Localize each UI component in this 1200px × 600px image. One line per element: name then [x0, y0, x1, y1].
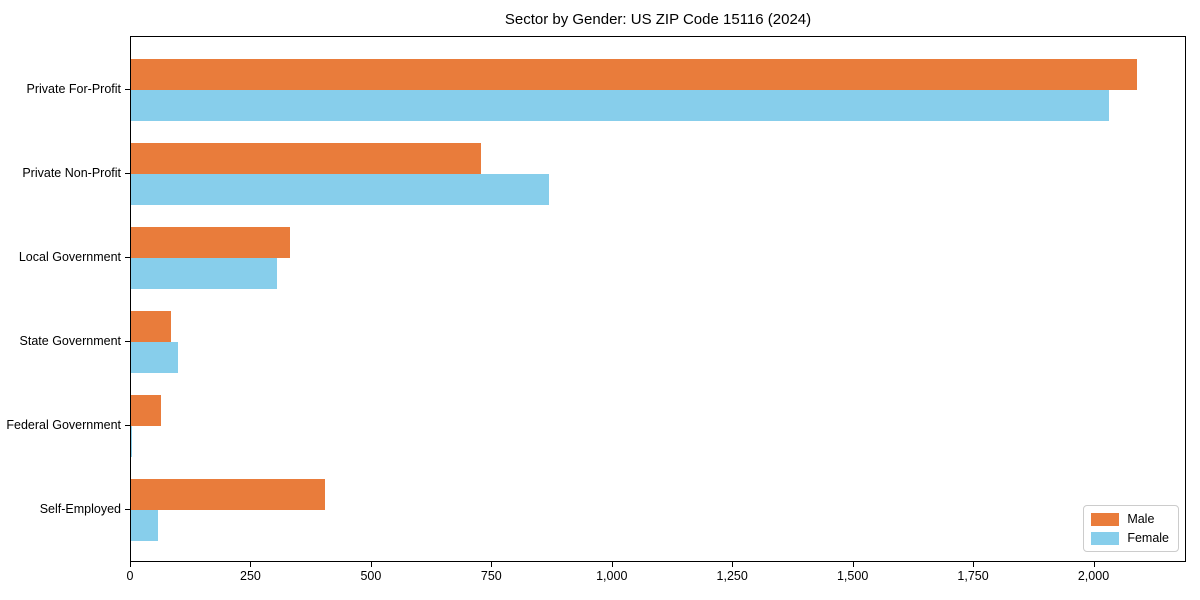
bar-female-state-government	[131, 341, 178, 373]
x-axis-tick-label: 1,000	[596, 569, 628, 583]
x-axis-tick	[130, 562, 131, 567]
x-axis-tick-label: 500	[360, 569, 382, 583]
bar-female-federal-government	[131, 425, 132, 457]
y-axis-tick	[125, 508, 130, 510]
x-axis-tick-label: 750	[480, 569, 502, 583]
x-axis-tick-label: 1,500	[836, 569, 869, 583]
bar-male-private-for-profit	[131, 58, 1137, 90]
y-axis-tick	[125, 340, 130, 342]
legend-entry-male: Male	[1091, 512, 1169, 526]
y-axis-tick	[125, 172, 130, 174]
bar-female-local-government	[131, 257, 277, 289]
legend-swatch-male	[1091, 512, 1120, 526]
x-axis-tick	[250, 562, 252, 567]
x-axis-tick	[732, 562, 734, 567]
y-axis-tick	[125, 424, 130, 426]
bar-male-state-government	[131, 310, 171, 342]
x-axis-tick-label: 2,000	[1077, 569, 1110, 583]
bar-male-self-employed	[131, 478, 325, 510]
x-axis-tick-label: 1,250	[716, 569, 748, 583]
y-axis-category-label-private-non-profit: Private Non-Profit	[22, 165, 121, 180]
y-axis-category-label-self-employed: Self-Employed	[39, 501, 121, 516]
x-axis-tick	[370, 562, 372, 567]
x-axis-tick-label: 1,750	[957, 569, 989, 583]
bar-female-self-employed	[131, 509, 158, 541]
x-axis-tick	[973, 562, 975, 567]
x-axis-tick	[491, 562, 493, 567]
x-axis-tick-label: 250	[240, 569, 261, 583]
legend-swatch-female	[1091, 531, 1120, 545]
chart-title: Sector by Gender: US ZIP Code 15116 (202…	[504, 11, 812, 28]
legend-entry-female: Female	[1091, 531, 1169, 545]
y-axis-tick	[125, 256, 130, 258]
bar-female-private-non-profit	[131, 173, 550, 205]
y-axis-category-label-federal-government: Federal Government	[6, 417, 121, 432]
legend: Male Female	[1083, 505, 1179, 552]
x-axis-tick	[611, 562, 613, 567]
y-axis-category-label-state-government: State Government	[19, 333, 121, 348]
x-axis-tick	[852, 562, 854, 567]
y-axis-category-label-private-for-profit: Private For-Profit	[26, 81, 121, 96]
legend-label-female: Female	[1127, 531, 1169, 545]
x-axis-tick-label: 0	[126, 569, 134, 583]
x-axis-tick	[1093, 562, 1095, 567]
bar-male-private-non-profit	[131, 142, 482, 174]
y-axis-tick	[125, 88, 130, 90]
bar-female-private-for-profit	[131, 89, 1109, 121]
legend-label-male: Male	[1127, 512, 1155, 526]
plot-area: Male Female	[130, 36, 1186, 562]
bar-male-local-government	[131, 226, 290, 258]
bar-male-federal-government	[131, 394, 161, 426]
y-axis-category-label-local-government: Local Government	[18, 249, 121, 264]
